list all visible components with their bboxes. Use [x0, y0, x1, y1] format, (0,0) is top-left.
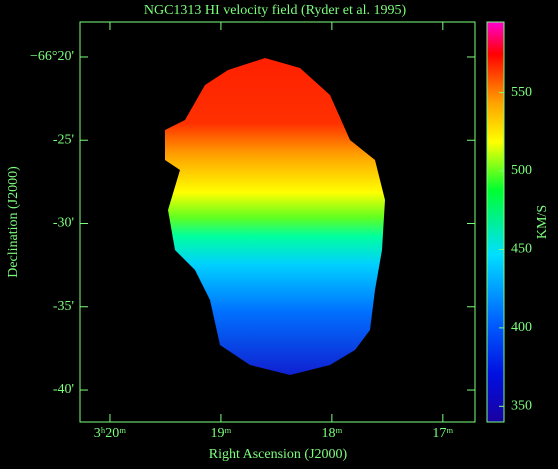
y-tick-label: -25': [53, 132, 74, 147]
colorbar: [486, 21, 505, 423]
colorbar-tick-label: 350: [511, 399, 532, 414]
galaxy-velocity-map: [165, 58, 385, 375]
plot-frame: [79, 21, 476, 423]
chart-title: NGC1313 HI velocity field (Ryder et al. …: [144, 3, 407, 18]
colorbar-tick-label: 550: [511, 85, 532, 100]
y-tick-label: -35': [53, 299, 74, 314]
x-tick-label: 17ᵐ: [432, 426, 453, 441]
y-tick-label: -40': [53, 382, 74, 397]
y-tick-label: -30': [53, 216, 74, 231]
x-tick-label: 3ʰ20ᵐ: [94, 426, 126, 441]
colorbar-label: KM/S: [535, 205, 550, 239]
y-tick-label: −66°20': [30, 49, 74, 64]
colorbar-tick-label: 400: [511, 320, 532, 335]
x-axis-label: Right Ascension (J2000): [209, 447, 348, 462]
colorbar-tick-label: 500: [511, 163, 532, 178]
colorbar-tick-label: 450: [511, 242, 532, 257]
y-axis-label: Declination (J2000): [6, 166, 21, 278]
x-tick-label: 18ᵐ: [321, 426, 342, 441]
x-tick-label: 19ᵐ: [210, 426, 231, 441]
